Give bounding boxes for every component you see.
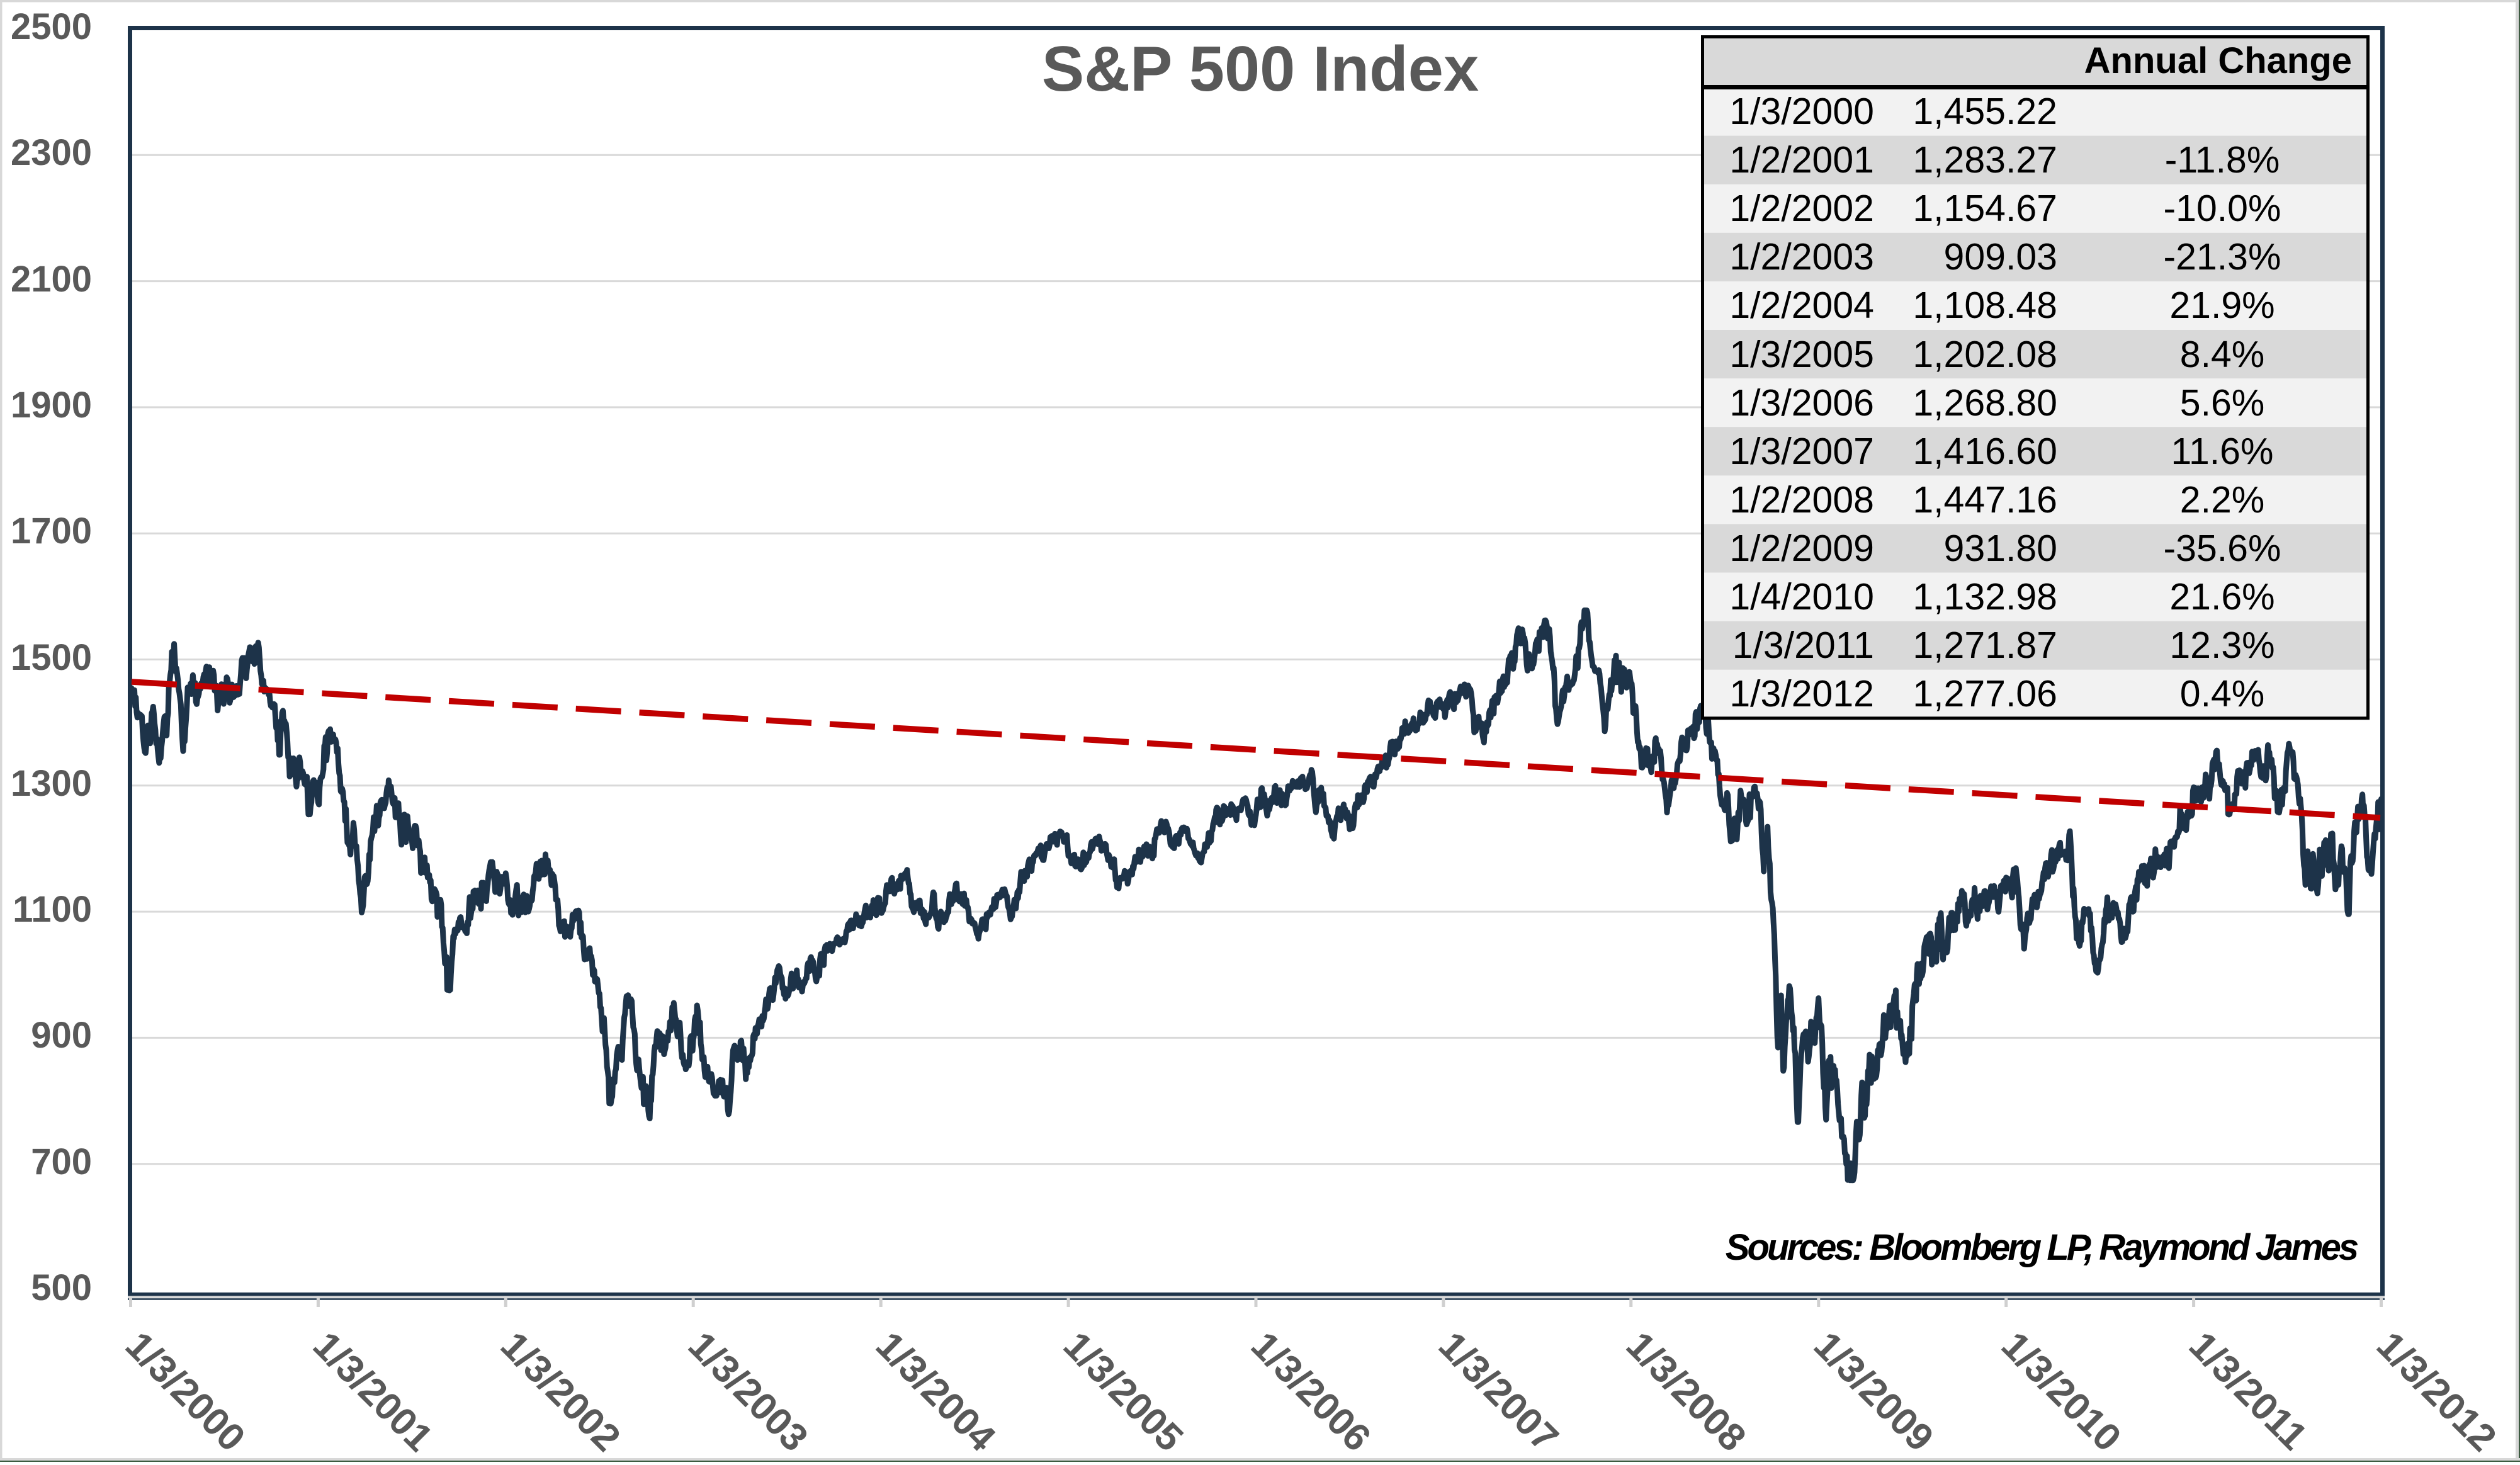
svg-text:1/2/2008: 1/2/2008 [1729,479,1874,521]
svg-text:1/4/2010: 1/4/2010 [1729,576,1874,618]
svg-text:2300: 2300 [11,132,92,173]
svg-text:-21.3%: -21.3% [2164,236,2281,278]
svg-text:0.4%: 0.4% [2180,673,2264,715]
svg-text:2100: 2100 [11,259,92,300]
svg-text:1/2/2004: 1/2/2004 [1729,285,1874,326]
svg-text:909.03: 909.03 [1944,236,2057,278]
svg-text:500: 500 [31,1267,92,1308]
svg-text:1,447.16: 1,447.16 [1913,479,2057,521]
svg-text:1,416.60: 1,416.60 [1913,431,2057,472]
svg-text:1/3/2011: 1/3/2011 [1732,625,1874,666]
svg-text:5.6%: 5.6% [2180,382,2264,424]
svg-text:1/2/2001: 1/2/2001 [1729,139,1874,181]
svg-text:1/3/2012: 1/3/2012 [1729,673,1874,715]
svg-text:1700: 1700 [11,511,92,551]
svg-text:11.6%: 11.6% [2171,431,2274,472]
svg-text:1,202.08: 1,202.08 [1913,334,2057,375]
svg-text:1500: 1500 [11,637,92,678]
svg-text:21.9%: 21.9% [2169,285,2274,326]
svg-text:12.3%: 12.3% [2169,625,2274,666]
svg-text:1900: 1900 [11,385,92,426]
svg-text:1100: 1100 [13,889,92,930]
svg-text:1,277.06: 1,277.06 [1913,673,2057,715]
svg-text:1300: 1300 [11,763,92,804]
svg-text:1,154.67: 1,154.67 [1913,188,2057,229]
svg-text:1/2/2009: 1/2/2009 [1729,528,1874,569]
svg-text:1,268.80: 1,268.80 [1913,382,2057,424]
svg-text:Annual Change: Annual Change [2084,40,2352,81]
svg-text:1,132.98: 1,132.98 [1913,576,2057,618]
svg-text:1/3/2007: 1/3/2007 [1729,431,1874,472]
svg-text:1/2/2003: 1/2/2003 [1729,236,1874,278]
svg-text:2.2%: 2.2% [2180,479,2264,521]
svg-text:1,108.48: 1,108.48 [1913,285,2057,326]
svg-text:21.6%: 21.6% [2169,576,2274,618]
svg-text:1/3/2005: 1/3/2005 [1729,334,1874,375]
svg-text:1,283.27: 1,283.27 [1913,139,2057,181]
svg-text:S&P 500 Index: S&P 500 Index [1042,34,1479,105]
svg-text:Sources: Bloomberg LP, Raymond: Sources: Bloomberg LP, Raymond James [1726,1227,2358,1268]
svg-text:8.4%: 8.4% [2180,334,2264,375]
svg-text:931.80: 931.80 [1944,528,2057,569]
svg-text:2500: 2500 [11,6,92,47]
svg-text:900: 900 [31,1015,92,1056]
svg-text:1/3/2000: 1/3/2000 [1729,91,1874,132]
svg-text:1,455.22: 1,455.22 [1913,91,2057,132]
svg-text:1/2/2002: 1/2/2002 [1729,188,1874,229]
svg-text:700: 700 [31,1141,92,1182]
svg-text:1,271.87: 1,271.87 [1913,625,2057,666]
svg-text:-35.6%: -35.6% [2164,528,2281,569]
svg-text:1/3/2006: 1/3/2006 [1729,382,1874,424]
svg-text:-10.0%: -10.0% [2164,188,2281,229]
svg-text:-11.8%: -11.8% [2165,139,2280,181]
